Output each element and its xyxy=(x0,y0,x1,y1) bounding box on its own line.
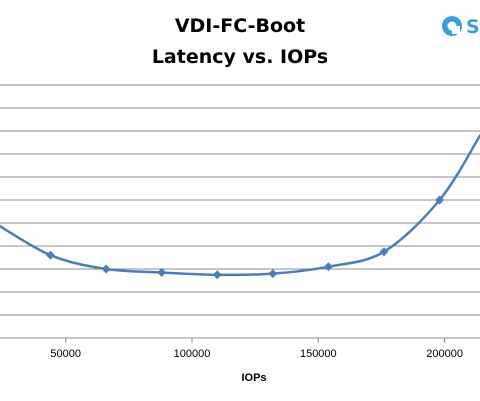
data-point-marker xyxy=(379,247,389,257)
x-tick-label: 150000 xyxy=(300,348,337,360)
x-axis-title: IOPs xyxy=(241,372,266,384)
data-point-marker xyxy=(101,264,111,274)
brand-logo-text: St xyxy=(466,16,480,38)
x-axis: 50000 100000 150000 200000 xyxy=(0,337,480,360)
gridlines xyxy=(0,84,480,316)
brand-logo: St xyxy=(442,16,480,38)
x-tick-label: 50000 xyxy=(50,348,81,360)
x-tick-label: 200000 xyxy=(426,348,463,360)
data-point-marker xyxy=(435,195,445,205)
data-point-marker xyxy=(212,270,222,280)
data-point-marker xyxy=(46,250,56,260)
data-point-marker xyxy=(268,269,278,279)
data-point-marker xyxy=(157,267,167,277)
chart-title-line-1: VDI-FC-Boot xyxy=(175,15,305,37)
data-point-marker xyxy=(323,262,333,272)
brand-logo-icon xyxy=(442,16,462,36)
series-line xyxy=(0,134,480,277)
x-tick-label: 100000 xyxy=(174,348,211,360)
chart-title-line-2: Latency vs. IOPs xyxy=(152,46,328,68)
plot-area xyxy=(0,134,480,280)
